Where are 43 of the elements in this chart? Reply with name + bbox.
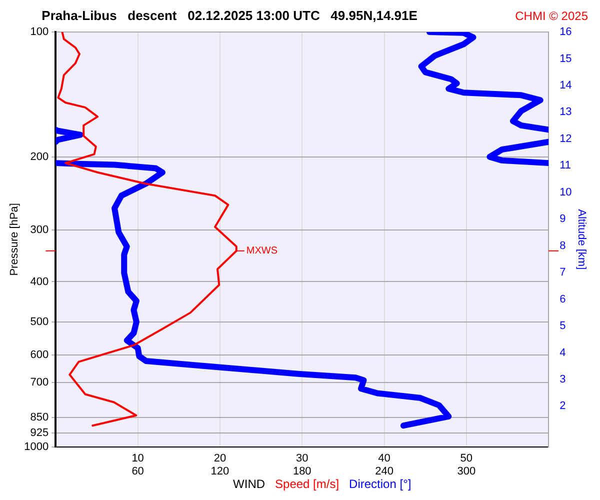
y-tick-label: 300 — [30, 224, 49, 236]
annotation: MXWS — [246, 246, 278, 257]
y2-tick-label: 15 — [560, 52, 572, 65]
x2-tick-label: 300 — [457, 465, 476, 478]
y2-tick-label: 6 — [560, 293, 566, 306]
text: Speed [m/s] — [275, 477, 340, 491]
x2-tick-label: 180 — [292, 465, 312, 478]
y2-tick-label: 5 — [560, 320, 566, 332]
x-axis-title: WIND — [233, 477, 266, 491]
y2-tick-label: 8 — [560, 240, 566, 252]
x-tick-label: 50 — [460, 452, 473, 464]
y-tick-label: 500 — [30, 316, 49, 328]
y-tick-label: 200 — [30, 150, 49, 163]
x-tick-label: 20 — [214, 452, 226, 464]
x2-tick-label: 120 — [210, 465, 230, 478]
y2-tick-label: 10 — [560, 186, 572, 198]
y2-tick-label: 7 — [560, 266, 566, 279]
y2-tick-label: 3 — [560, 373, 566, 386]
y2-tick-label: 4 — [560, 346, 566, 359]
x2-tick-label: 60 — [132, 465, 144, 478]
y2-tick-label: 11 — [560, 160, 571, 172]
y2-tick-label: 13 — [560, 106, 572, 118]
x-tick-label: 40 — [378, 452, 390, 464]
y-tick-label: 1000 — [24, 440, 49, 453]
y-axis-title: Pressure [hPa] — [8, 203, 21, 276]
x-tick-label: 10 — [132, 452, 144, 464]
text: Direction [°] — [349, 477, 412, 491]
y-tick-label: 600 — [30, 348, 49, 361]
y-tick-label: 850 — [30, 412, 49, 424]
chart-title: Praha-Libus descent 02.12.2025 13:00 UTC 49.95N,14.91E — [42, 8, 418, 23]
x-tick-label: 30 — [296, 452, 308, 464]
y2-tick-label: 16 — [560, 26, 572, 38]
y2-axis-title: Altitude [km] — [575, 209, 588, 270]
y-tick-label: 925 — [30, 426, 49, 439]
y2-tick-label: 9 — [560, 213, 566, 226]
y2-tick-label: 14 — [560, 79, 572, 92]
y-tick-label: 100 — [30, 26, 49, 38]
y2-tick-label: 12 — [560, 132, 572, 145]
y-tick-label: 700 — [30, 376, 49, 389]
x2-tick-label: 240 — [375, 465, 394, 478]
y2-tick-label: 2 — [560, 400, 566, 412]
y-tick-label: 400 — [30, 276, 49, 288]
text: CHMI © 2025 — [515, 9, 588, 23]
